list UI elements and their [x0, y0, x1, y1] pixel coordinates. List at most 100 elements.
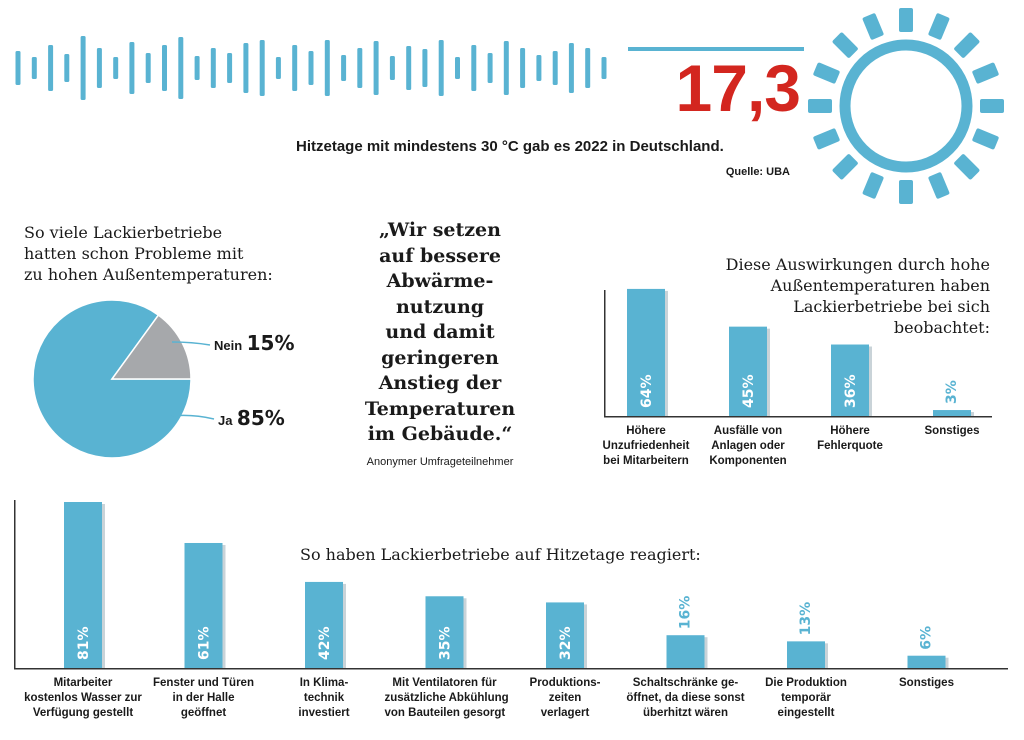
sun-ray — [980, 99, 1004, 113]
wave-bar — [308, 51, 314, 85]
wave-bar — [438, 40, 444, 96]
sun-ray — [928, 172, 950, 199]
wave-bar — [145, 53, 151, 83]
bar-category-label-line: in der Halle — [172, 692, 235, 704]
wave-bar — [341, 55, 347, 81]
wave-bar — [64, 54, 70, 82]
quote-line: Abwärme- — [386, 270, 494, 292]
bar-category-label-line: eingestellt — [777, 707, 835, 719]
bar-value-label: 42% — [317, 626, 333, 660]
pie-title-line: hatten schon Probleme mit — [24, 244, 244, 263]
wave-bar — [406, 46, 412, 90]
bar-value-label: 13% — [798, 602, 814, 636]
bar-category-label-line: Anlagen oder — [711, 440, 785, 452]
bar-value-label: 6% — [919, 626, 935, 650]
bar-category-label: Die Produktion temporär eingestellt — [746, 676, 866, 721]
wave-bar — [601, 57, 607, 79]
bar-category-label-line: geöffnet — [180, 707, 227, 719]
bar-category-label-line: Produktions- — [529, 677, 601, 689]
bar-category-label-line: Sonstiges — [924, 425, 980, 437]
quote-line: Temperaturen — [364, 397, 516, 420]
effects-title-line: Außentemperaturen haben — [770, 276, 990, 295]
bar — [546, 602, 584, 668]
pie-slice-nein — [110, 314, 192, 380]
quote-line: im Gebäude.“ — [367, 423, 513, 445]
wave-bar — [275, 57, 281, 79]
bar — [933, 410, 971, 416]
bar-category-label-line: öffnet, da diese sonst — [626, 692, 745, 704]
pie-label-ja-word: Ja — [218, 413, 233, 428]
quote-author: Anonymer Umfrageteilnehmer — [366, 456, 514, 468]
bar-category-label-line: Schaltschränke ge- — [632, 677, 739, 689]
sun-ray — [813, 62, 840, 84]
wave-bar — [96, 48, 102, 88]
pie-label-nein-word: Nein — [214, 338, 243, 353]
wave-bar — [568, 43, 574, 93]
wave-bar — [227, 53, 233, 83]
sun-ray — [972, 128, 999, 150]
bar-category-label: Höhere Fehlerquote — [795, 424, 905, 454]
wave-bar — [178, 37, 184, 99]
effects-title-line: Lackierbetriebe bei sich — [793, 297, 990, 316]
wave-bar — [48, 45, 54, 91]
bar-category-label-line: investiert — [298, 707, 350, 719]
effects-title-line: Diese Auswirkungen durch hohe — [725, 255, 990, 274]
bar-value-label: 32% — [558, 626, 574, 660]
sun-ray — [899, 180, 913, 204]
hot-days-caption: Hitzetage mit mindestens 30 °C gab es 20… — [296, 138, 724, 155]
wave-bar — [487, 53, 493, 83]
sun-ray — [832, 32, 858, 58]
wave-bar — [455, 57, 460, 79]
bar-category-label-line: In Klima- — [299, 677, 349, 689]
bar-category-label-line: kostenlos Wasser zur — [24, 692, 142, 704]
bar-category-label-line: von Bauteilen gesorgt — [384, 707, 506, 719]
bar-category-label-line: Mitarbeiter — [53, 677, 113, 689]
bar — [787, 641, 825, 668]
sun-ray — [972, 62, 999, 84]
pie-leader-ja — [171, 414, 215, 420]
pie-label-nein-value: 15% — [246, 331, 295, 355]
bar — [64, 502, 102, 668]
quote-line: Anstieg der — [378, 372, 502, 394]
effects-chart-title: Diese Auswirkungen durch hohe Außentempe… — [680, 254, 990, 338]
bar — [425, 596, 464, 668]
bar — [907, 655, 946, 668]
wave-bar — [162, 45, 167, 91]
bar-value-label: 64% — [639, 374, 655, 408]
bar-value-label: 35% — [438, 626, 454, 660]
wave-bar — [536, 55, 542, 81]
bar-value-label: 16% — [678, 596, 694, 630]
wave-bar — [373, 41, 379, 95]
bar-category-label-line: zusätzliche Abkühlung — [384, 692, 509, 704]
bar-category-label-line: Fehlerquote — [817, 440, 883, 452]
reactions-chart-title: So haben Lackierbetriebe auf Hitzetage r… — [300, 545, 701, 564]
bar-category-label-line: zeiten — [548, 692, 582, 704]
wave-bar — [357, 48, 363, 88]
bar-category-label: Höhere Unzufriedenheit bei Mitarbeitern — [591, 424, 701, 469]
bar — [184, 542, 223, 668]
quote-line: geringeren — [381, 346, 499, 369]
bar — [305, 581, 343, 668]
bar-category-label: Mit Ventilatoren für zusätzliche Abkühlun… — [384, 676, 509, 721]
bar — [666, 635, 705, 668]
y-axis-line — [14, 500, 16, 668]
bar-category-label: Schaltschränke ge-öffnet, da diese sonst… — [626, 676, 746, 721]
wave-bar — [259, 40, 265, 96]
wave-bar — [80, 36, 86, 100]
wave-bar — [552, 51, 558, 85]
bar-category-label-line: Ausfälle von — [713, 425, 783, 437]
bar-value-label: 45% — [741, 374, 757, 408]
wave-bar — [129, 42, 135, 94]
bar-category-label-line: Fenster und Türen — [153, 677, 254, 689]
wave-bar — [520, 48, 526, 88]
bar-value-label: 3% — [944, 380, 960, 404]
x-axis-line — [604, 416, 992, 418]
bar-category-label: Produktions-zeiten verlagert — [505, 676, 625, 721]
bar-category-label-line: Höhere — [830, 425, 870, 437]
sun-ray — [808, 99, 832, 113]
bar-value-label: 61% — [197, 626, 213, 660]
pie-label-nein: Nein 15% — [214, 331, 295, 355]
bar-category-label: Fenster und Türen in der Halle geöffnet — [144, 676, 264, 721]
